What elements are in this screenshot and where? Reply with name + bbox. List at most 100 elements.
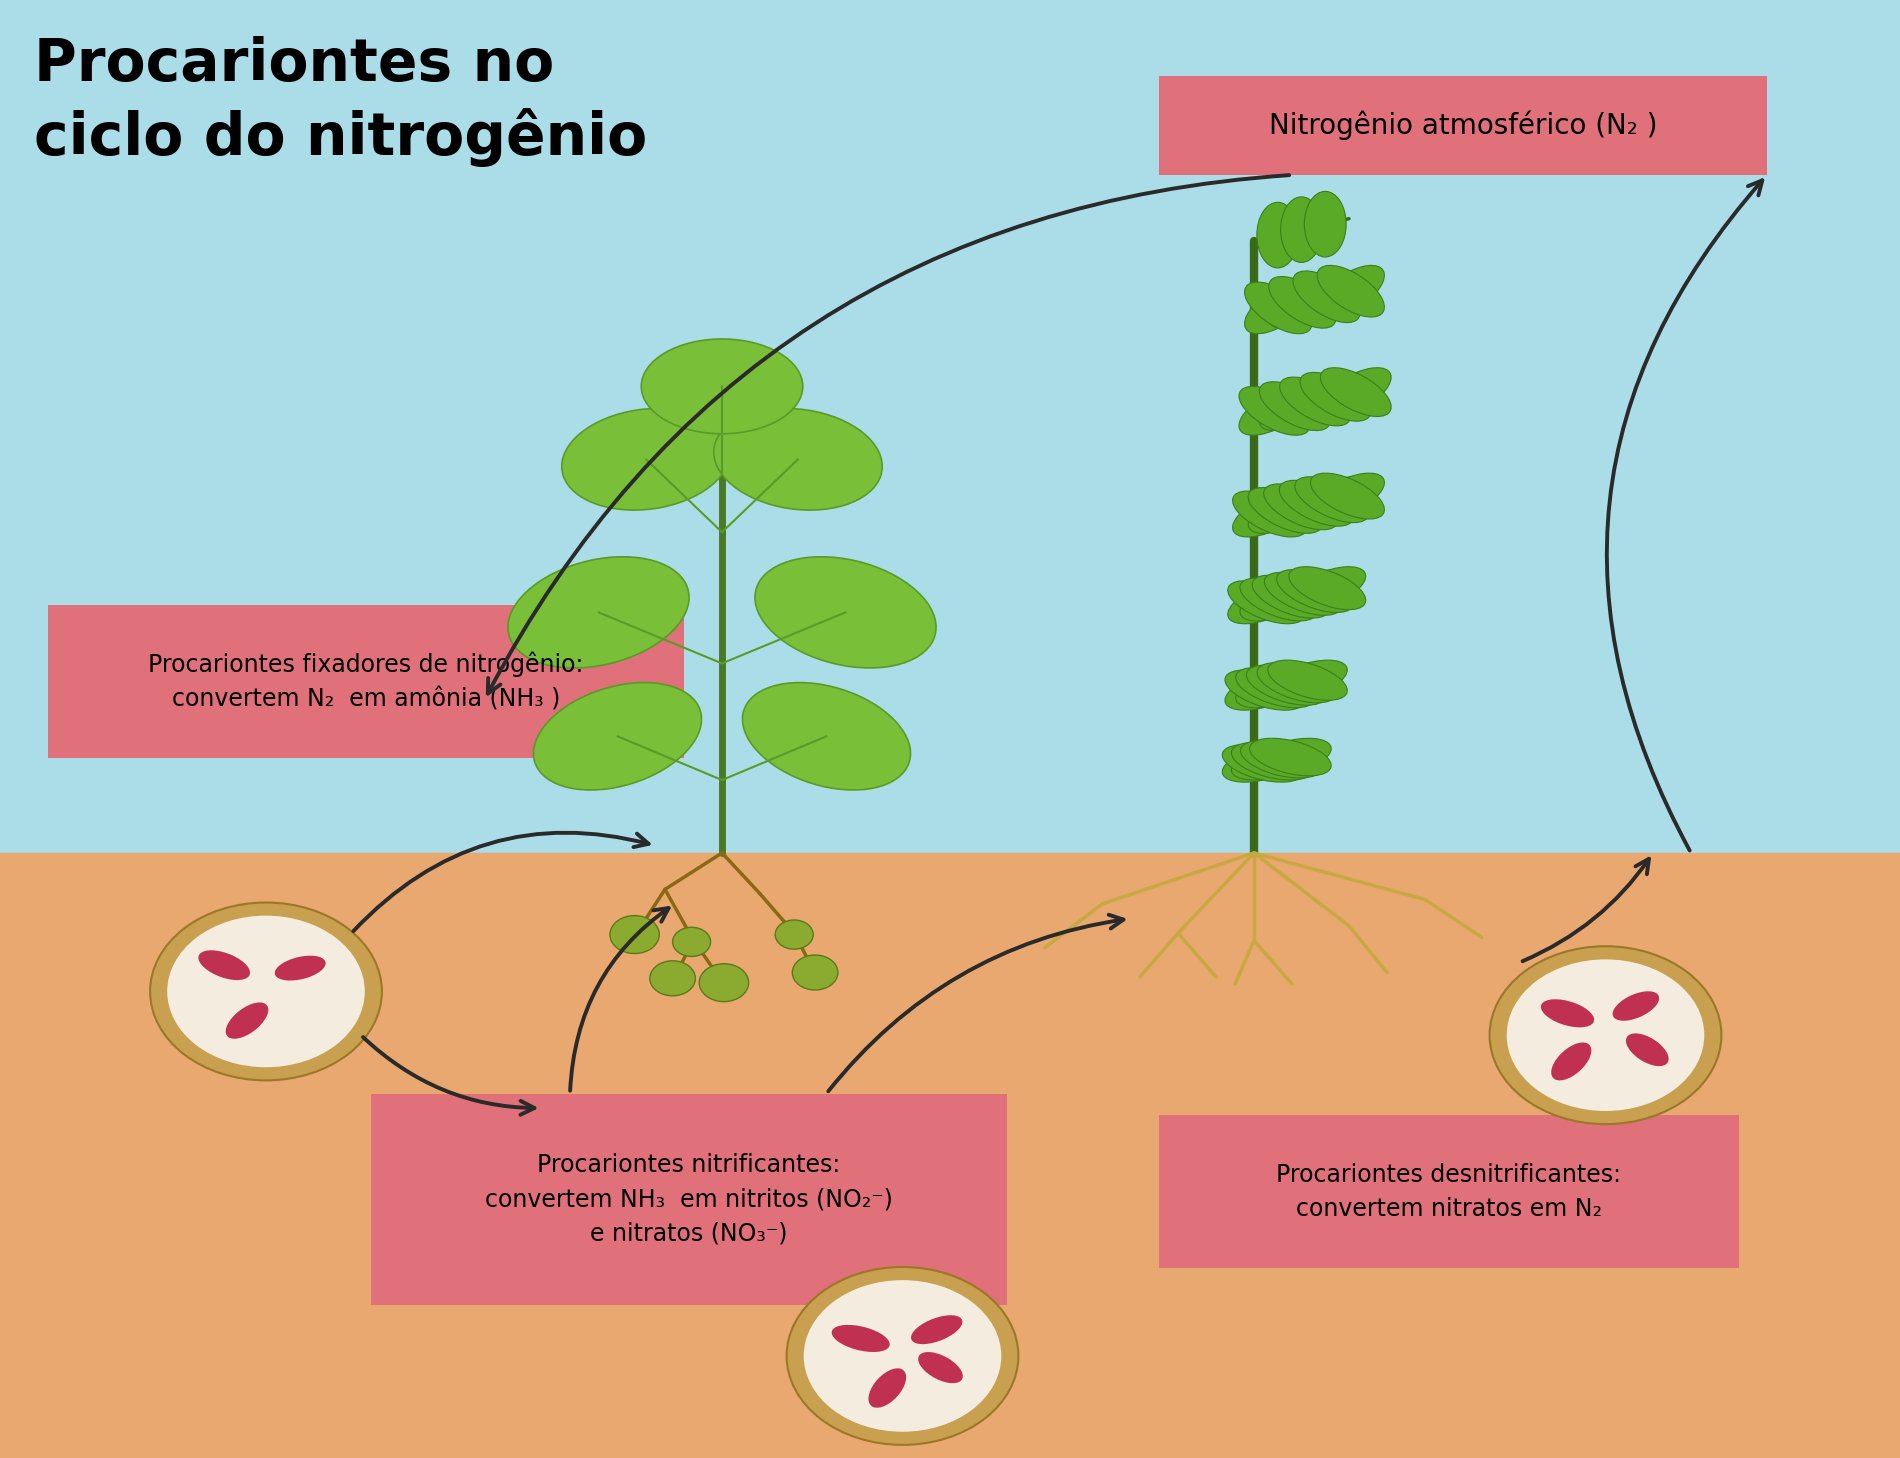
Ellipse shape <box>1250 738 1332 776</box>
Ellipse shape <box>1252 574 1330 618</box>
Ellipse shape <box>1235 668 1315 707</box>
Circle shape <box>673 927 711 956</box>
Circle shape <box>1490 946 1721 1124</box>
Ellipse shape <box>1300 372 1370 421</box>
Ellipse shape <box>1281 197 1322 262</box>
Ellipse shape <box>1258 662 1336 703</box>
Ellipse shape <box>1269 277 1336 328</box>
Ellipse shape <box>1281 378 1351 426</box>
Circle shape <box>150 903 382 1080</box>
Circle shape <box>787 1267 1018 1445</box>
Ellipse shape <box>198 951 251 980</box>
Ellipse shape <box>1288 567 1366 609</box>
Ellipse shape <box>1226 671 1305 710</box>
Circle shape <box>792 955 838 990</box>
Ellipse shape <box>1317 265 1385 316</box>
Ellipse shape <box>1541 999 1594 1028</box>
Ellipse shape <box>1264 484 1338 529</box>
Ellipse shape <box>534 682 701 790</box>
Ellipse shape <box>1239 386 1309 436</box>
Ellipse shape <box>1244 281 1311 334</box>
Ellipse shape <box>754 557 937 668</box>
Ellipse shape <box>1227 580 1305 624</box>
Ellipse shape <box>1288 567 1366 609</box>
Ellipse shape <box>1233 491 1307 537</box>
Ellipse shape <box>1231 742 1313 780</box>
Bar <box>0 853 1900 1458</box>
Ellipse shape <box>1277 570 1353 612</box>
Ellipse shape <box>1279 480 1353 526</box>
Ellipse shape <box>1248 487 1322 534</box>
Ellipse shape <box>1269 277 1336 328</box>
Text: Procariontes nitrificantes:
convertem NH₃  em nitritos (NO₂⁻)
e nitratos (NO₃⁻): Procariontes nitrificantes: convertem NH… <box>484 1153 893 1245</box>
Text: Procariontes fixadores de nitrogênio:
convertem N₂  em amônia (NH₃ ): Procariontes fixadores de nitrogênio: co… <box>148 652 583 712</box>
Ellipse shape <box>226 1003 268 1038</box>
Ellipse shape <box>1222 745 1303 781</box>
Ellipse shape <box>562 408 730 510</box>
Ellipse shape <box>1222 745 1303 781</box>
Ellipse shape <box>1281 378 1351 426</box>
Bar <box>370 1094 1007 1305</box>
Ellipse shape <box>743 682 910 790</box>
Ellipse shape <box>1246 665 1326 706</box>
Ellipse shape <box>1248 487 1322 534</box>
Ellipse shape <box>1258 662 1336 703</box>
Ellipse shape <box>1550 1042 1592 1080</box>
Bar <box>48 605 684 758</box>
Ellipse shape <box>1303 191 1345 257</box>
Ellipse shape <box>1260 382 1330 430</box>
Ellipse shape <box>1252 574 1330 618</box>
Ellipse shape <box>1264 484 1338 529</box>
Circle shape <box>650 961 695 996</box>
Ellipse shape <box>1239 386 1309 436</box>
Circle shape <box>699 964 749 1002</box>
Ellipse shape <box>1264 573 1341 615</box>
Ellipse shape <box>1241 577 1317 621</box>
Ellipse shape <box>1292 271 1360 322</box>
Ellipse shape <box>1267 660 1347 700</box>
Ellipse shape <box>1300 372 1370 421</box>
Ellipse shape <box>1241 577 1317 621</box>
Ellipse shape <box>1311 474 1385 519</box>
Ellipse shape <box>1277 570 1353 612</box>
Ellipse shape <box>1320 367 1391 417</box>
Ellipse shape <box>1317 265 1385 316</box>
Ellipse shape <box>1626 1034 1668 1066</box>
Ellipse shape <box>276 955 325 981</box>
Text: Nitrogênio atmosférico (N₂ ): Nitrogênio atmosférico (N₂ ) <box>1269 111 1657 140</box>
Text: Procariontes desnitrificantes:
convertem nitratos em N₂: Procariontes desnitrificantes: convertem… <box>1277 1162 1621 1222</box>
Ellipse shape <box>1279 480 1353 526</box>
Ellipse shape <box>1235 668 1315 707</box>
Circle shape <box>775 920 813 949</box>
Ellipse shape <box>1226 671 1305 710</box>
Ellipse shape <box>868 1368 906 1408</box>
Ellipse shape <box>1294 477 1368 522</box>
Ellipse shape <box>1292 271 1360 322</box>
Ellipse shape <box>1311 474 1385 519</box>
Circle shape <box>610 916 659 954</box>
Ellipse shape <box>1613 991 1659 1021</box>
Ellipse shape <box>640 338 802 434</box>
Ellipse shape <box>714 408 882 510</box>
Text: Procariontes no
ciclo do nitrogênio: Procariontes no ciclo do nitrogênio <box>34 36 648 166</box>
Ellipse shape <box>1246 665 1326 706</box>
Ellipse shape <box>1250 738 1332 776</box>
Ellipse shape <box>918 1352 963 1384</box>
Bar <box>0 0 1900 853</box>
Circle shape <box>804 1280 1001 1432</box>
Ellipse shape <box>1294 477 1368 522</box>
Ellipse shape <box>1233 491 1307 537</box>
Ellipse shape <box>1241 741 1322 779</box>
Ellipse shape <box>1260 382 1330 430</box>
Ellipse shape <box>1241 741 1322 779</box>
Ellipse shape <box>1258 203 1300 268</box>
Ellipse shape <box>1227 580 1305 624</box>
Bar <box>1159 76 1767 175</box>
Ellipse shape <box>1231 742 1313 780</box>
Ellipse shape <box>507 557 690 668</box>
Bar <box>1159 1115 1738 1268</box>
Ellipse shape <box>832 1325 889 1352</box>
Circle shape <box>167 916 365 1067</box>
Ellipse shape <box>1264 573 1341 615</box>
Circle shape <box>1507 959 1704 1111</box>
